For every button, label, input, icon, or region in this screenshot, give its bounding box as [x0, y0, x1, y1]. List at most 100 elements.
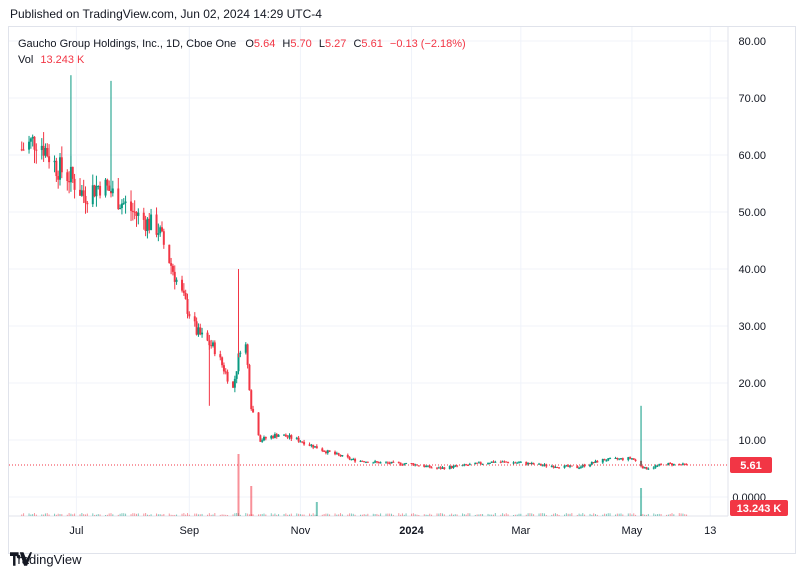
publish-header: Published on TradingView.com, Jun 02, 20…	[0, 0, 804, 26]
volume-row: Vol 13.243 K	[18, 52, 466, 68]
volume-bar	[474, 514, 476, 516]
candle-body	[514, 462, 517, 464]
volume-bar	[108, 513, 110, 516]
volume-bar	[558, 514, 560, 516]
candle-body	[148, 218, 151, 230]
volume-bar	[274, 513, 276, 516]
open-label: O	[245, 38, 254, 50]
volume-bar	[325, 513, 327, 516]
candle-body	[284, 434, 287, 437]
volume-bar	[299, 514, 301, 516]
volume-bar	[454, 514, 456, 516]
volume-bar	[605, 513, 607, 516]
volume-bar	[110, 513, 112, 516]
candle-body	[199, 327, 202, 335]
volume-bar	[646, 514, 647, 516]
volume-bar	[452, 514, 454, 516]
candle-body	[275, 434, 278, 437]
volume-bar	[66, 514, 68, 516]
volume-spike	[640, 488, 643, 516]
candle-body	[375, 461, 378, 463]
y-tick-label: 20.00	[738, 378, 766, 390]
candle-body	[270, 436, 273, 439]
candle-body	[527, 462, 530, 465]
volume-bar	[493, 514, 494, 516]
volume-label: Vol	[18, 54, 34, 66]
footer-brand[interactable]: TradingView	[10, 552, 82, 567]
high-value: 5.70	[290, 38, 312, 50]
volume-bar	[208, 513, 210, 516]
volume-bar	[301, 514, 303, 516]
volume-bar	[225, 514, 227, 516]
candle-body	[212, 342, 214, 346]
volume-bar	[309, 513, 311, 516]
candle-body	[248, 364, 251, 391]
volume-bar	[627, 513, 629, 516]
volume-bar	[491, 514, 493, 516]
volume-bar	[514, 514, 516, 516]
volume-bar	[41, 514, 43, 516]
candle-body	[609, 458, 612, 460]
candle-body	[221, 357, 224, 366]
candle-body	[186, 299, 189, 314]
candle-body	[137, 212, 140, 216]
publish-info: Published on TradingView.com, Jun 02, 20…	[10, 7, 322, 21]
candle-body	[456, 465, 459, 467]
candle-body	[374, 461, 377, 463]
candle-body	[264, 437, 267, 439]
candle-body	[596, 460, 599, 463]
candle-body	[479, 462, 482, 464]
candle-body	[348, 457, 351, 460]
volume-bar	[156, 513, 158, 516]
volume-bar	[580, 514, 582, 516]
volume-bar	[513, 514, 515, 516]
volume-bar	[374, 513, 376, 516]
last-price-badge	[730, 457, 772, 474]
volume-bar	[30, 514, 32, 516]
candle-body	[366, 461, 369, 463]
candle-body	[288, 435, 291, 438]
candle-body	[583, 464, 586, 467]
y-tick-label: 70.00	[738, 93, 766, 105]
candle-body	[337, 453, 340, 455]
volume-bar	[529, 513, 531, 516]
candle-body	[601, 459, 604, 463]
chart-panel[interactable]	[8, 26, 796, 554]
candle-body	[443, 467, 446, 470]
volume-bar	[196, 513, 198, 516]
volume-bar	[451, 513, 453, 516]
candle-body	[133, 211, 136, 213]
ohlc-row: Gaucho Group Holdings, Inc., 1D, Cboe On…	[18, 36, 466, 52]
candle-body	[150, 214, 153, 230]
candle-body	[454, 465, 457, 467]
volume-bar	[653, 513, 655, 516]
open-value: 5.64	[253, 38, 276, 50]
candle-body	[233, 378, 236, 388]
volume-bar	[567, 513, 569, 516]
candle-body	[512, 462, 515, 464]
candle-body	[93, 185, 96, 197]
candle-body	[501, 461, 504, 463]
volume-bar	[527, 513, 529, 516]
volume-bar	[533, 514, 535, 516]
candle-body	[324, 451, 327, 454]
candle-body	[423, 465, 426, 467]
volume-bar	[449, 514, 451, 516]
candle-body	[563, 465, 566, 468]
volume-bar	[507, 514, 509, 516]
volume-bar	[347, 514, 349, 516]
candle-body	[95, 185, 98, 197]
volume-bar	[487, 513, 489, 516]
candle-body	[117, 188, 120, 209]
volume-bar	[633, 513, 635, 516]
volume-bar	[94, 514, 96, 516]
candle-body	[474, 462, 477, 465]
volume-bar	[117, 514, 119, 516]
x-tick-label: 13	[704, 525, 716, 537]
candle-body	[579, 466, 582, 468]
volume-bar	[74, 513, 76, 516]
volume-bar	[416, 514, 418, 516]
tradingview-logo-icon	[10, 552, 32, 566]
volume-bar	[531, 513, 533, 516]
